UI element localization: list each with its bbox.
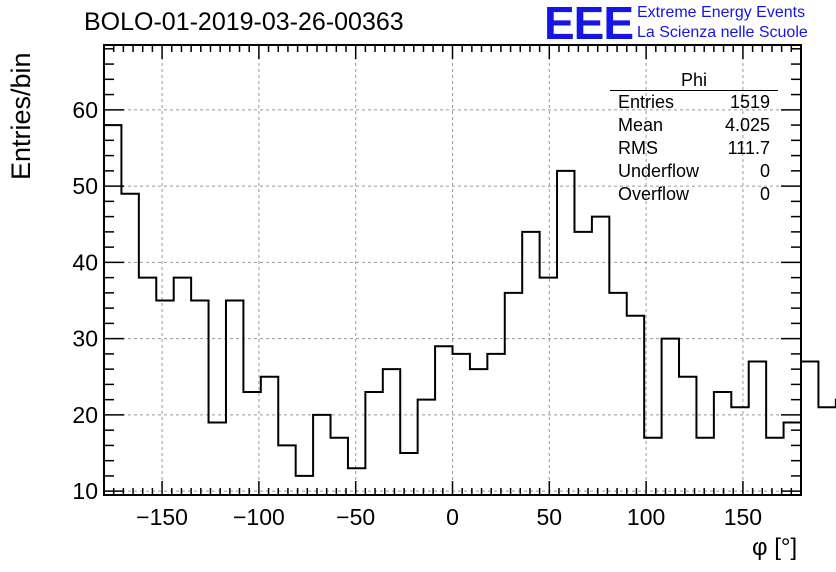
tick-labels: −150 −100 −50 0 50 100 150 10 20 30 40 50 60 — [72, 97, 762, 530]
stats-row: Mean 4.025 — [610, 114, 778, 137]
histogram-bin — [609, 293, 626, 495]
stats-value: 4.025 — [724, 115, 770, 135]
stats-label: Underflow — [618, 161, 700, 181]
x-tick-label: 150 — [724, 504, 762, 530]
y-tick-label: 50 — [72, 173, 98, 199]
x-tick-label: −150 — [136, 504, 188, 530]
histogram-bin — [453, 354, 470, 495]
stats-label: RMS — [618, 138, 658, 158]
histogram-bin — [139, 278, 156, 495]
histogram-bin — [470, 369, 487, 495]
histogram-bin — [766, 438, 783, 495]
histogram-bin — [435, 346, 452, 495]
histogram-bin — [784, 423, 801, 495]
stats-rows: Entries 1519 Mean 4.025 RMS 111.7 Underflow 0 Ov… — [610, 91, 778, 206]
x-tick-label: −50 — [336, 504, 375, 530]
stats-value: 0 — [759, 161, 770, 181]
histogram-bin — [243, 392, 260, 495]
histogram-bin — [418, 400, 435, 495]
histogram-bin — [104, 125, 121, 495]
histogram-bin — [191, 301, 208, 495]
histogram-bin — [226, 301, 243, 495]
histogram-bin — [278, 445, 295, 495]
stats-value: 1519 — [729, 92, 770, 112]
stats-value: 111.7 — [727, 138, 770, 158]
histogram-bin — [522, 232, 539, 495]
stats-box: Phi Entries 1519 Mean 4.025 RMS 111.7 Underflo… — [610, 70, 778, 206]
histogram-bin — [383, 369, 400, 495]
stats-row: Entries 1519 — [610, 91, 778, 114]
x-tick-label: −100 — [233, 504, 285, 530]
x-tick-label: 0 — [446, 504, 459, 530]
y-tick-label: 20 — [72, 402, 98, 428]
histogram-bin — [731, 407, 748, 495]
histogram-bin — [818, 407, 835, 495]
stats-title: Phi — [680, 70, 707, 90]
histogram-bin — [627, 316, 644, 495]
stats-label: Overflow — [618, 184, 690, 204]
histogram-bin — [261, 377, 278, 495]
histogram-bin — [696, 438, 713, 495]
histogram-bin — [174, 278, 191, 495]
histogram-bin — [505, 293, 522, 495]
histogram-bin — [662, 339, 679, 495]
histogram-bin — [679, 377, 696, 495]
histogram-bin — [296, 476, 313, 495]
histogram-bin — [400, 453, 417, 495]
histogram-bin — [801, 362, 818, 495]
histogram-bin — [487, 354, 504, 495]
y-axis-label: Entries/bin — [6, 52, 36, 180]
x-axis-label: φ [°] — [752, 534, 798, 561]
histogram-bin — [313, 415, 330, 495]
eee-logo: EEE — [544, 0, 634, 49]
histogram-bin — [749, 362, 766, 495]
x-tick-label: 100 — [627, 504, 665, 530]
y-tick-label: 30 — [72, 326, 98, 352]
histogram-bin — [156, 301, 173, 495]
axis-ticks — [104, 45, 801, 495]
x-tick-label: 50 — [537, 504, 563, 530]
stats-label: Entries — [618, 92, 675, 112]
stats-label: Mean — [618, 115, 664, 135]
logo-line-2: La Scienza nelle Scuole — [637, 24, 808, 41]
histogram-bin — [714, 392, 731, 495]
histogram-bin — [209, 423, 226, 495]
histogram-bin — [592, 217, 609, 495]
histogram-bin — [348, 468, 365, 495]
histogram-bin — [644, 438, 661, 495]
histogram-bin — [574, 232, 591, 495]
y-tick-label: 10 — [72, 478, 98, 504]
histogram-bin — [121, 194, 138, 495]
stats-divider — [610, 90, 778, 91]
histogram-bin — [331, 438, 348, 495]
stats-value: 0 — [759, 184, 770, 204]
stats-row: RMS 111.7 — [610, 137, 778, 160]
stats-row: Underflow 0 — [610, 160, 778, 183]
chart-title: BOLO-01-2019-03-26-00363 — [84, 8, 404, 36]
grid-lines — [104, 45, 801, 495]
stats-row: Overflow 0 — [610, 183, 778, 206]
logo-line-1: Extreme Energy Events — [637, 4, 806, 21]
y-tick-label: 60 — [72, 97, 98, 123]
histogram-bin — [557, 171, 574, 495]
y-tick-label: 40 — [72, 249, 98, 275]
histogram-bin — [540, 278, 557, 495]
histogram-bin — [365, 392, 382, 495]
